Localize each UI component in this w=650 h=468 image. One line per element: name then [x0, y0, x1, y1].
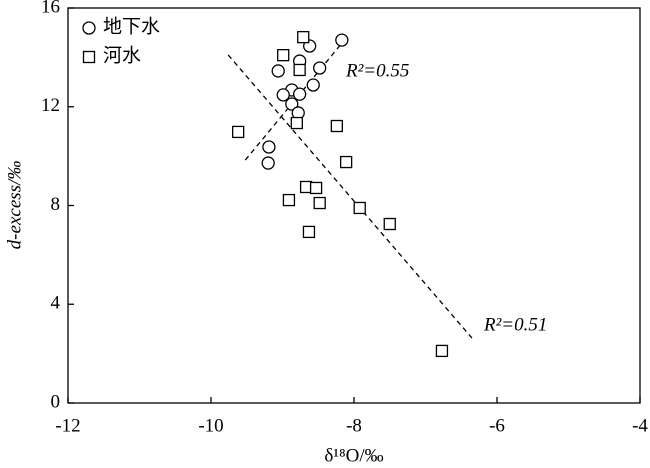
- point: [435, 344, 449, 358]
- point: [290, 116, 303, 130]
- trend-label: R²=0.51: [483, 314, 547, 335]
- x-tick-label: -6: [489, 415, 505, 436]
- x-tick-label: -10: [198, 415, 223, 436]
- legend-label: 地下水: [103, 15, 160, 37]
- y-tick-label: 0: [51, 391, 61, 412]
- point: [383, 217, 396, 231]
- x-tick-label: -4: [632, 415, 648, 436]
- point: [232, 125, 245, 139]
- point: [335, 33, 349, 47]
- point: [293, 63, 306, 77]
- point: [297, 30, 310, 44]
- point: [309, 181, 323, 195]
- trend-line: [227, 54, 473, 339]
- trend-label: R²=0.55: [345, 60, 409, 81]
- legend-marker: [82, 50, 96, 64]
- point: [313, 61, 327, 75]
- legend-label: 河水: [103, 44, 141, 66]
- legend-marker: [82, 21, 96, 35]
- point: [330, 119, 343, 133]
- point: [282, 193, 296, 207]
- point: [271, 64, 285, 78]
- point: [313, 196, 326, 210]
- point: [276, 88, 290, 102]
- y-tick-label: 8: [51, 194, 61, 215]
- y-tick-label: 4: [51, 293, 61, 314]
- point: [261, 156, 275, 170]
- point: [306, 78, 320, 92]
- y-axis-title: d-excess/‰: [4, 161, 25, 250]
- point: [285, 97, 299, 111]
- point: [302, 225, 316, 239]
- point: [262, 140, 276, 154]
- point: [293, 87, 307, 101]
- x-axis-title: δ¹⁸O/‰: [324, 445, 383, 466]
- x-tick-label: -8: [346, 415, 362, 436]
- point: [353, 201, 366, 215]
- y-tick-label: 16: [41, 0, 60, 17]
- x-tick-label: -12: [55, 415, 80, 436]
- y-tick-label: 12: [41, 95, 60, 116]
- point: [299, 180, 313, 194]
- point: [339, 155, 353, 169]
- point: [277, 49, 290, 62]
